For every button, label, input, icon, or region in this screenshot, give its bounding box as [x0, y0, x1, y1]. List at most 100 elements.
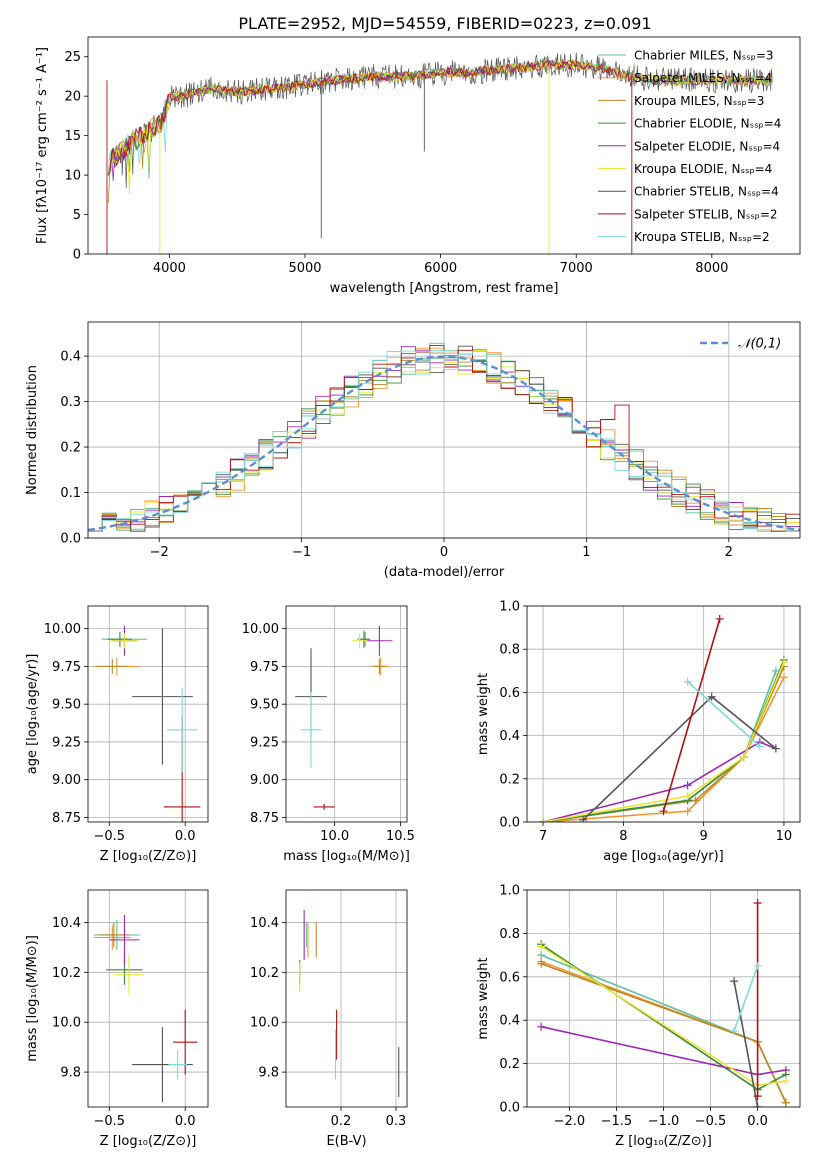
y-tick-label: 9.50: [52, 698, 81, 713]
legend-entry: Kroupa STELIB, Nₛₛₚ=2: [634, 230, 770, 244]
x-tick-label: 0.0: [175, 1114, 196, 1129]
y-tick-label: 10.0: [250, 1016, 279, 1031]
y-tick-label: 0.8: [499, 643, 520, 658]
y-tick-label: 10.2: [52, 966, 81, 981]
data-point: [537, 1022, 546, 1031]
data-point: [537, 959, 546, 968]
y-tick-label: 15: [64, 129, 81, 144]
y-tick-label: 9.75: [250, 660, 279, 675]
data-point: [771, 666, 780, 675]
y-tick-label: 0.0: [60, 532, 81, 547]
y-tick-label: 0.0: [499, 816, 520, 831]
data-point: [730, 1027, 739, 1036]
axes-frame: [285, 605, 408, 823]
y-tick-label: 10.0: [52, 1016, 81, 1031]
data-point: [691, 796, 700, 805]
x-tick-label: 9: [700, 829, 708, 844]
mass-vs-metallicity-panel: −0.5 0.0 9.8 10.0 10.2 10.4 Z [log₁₀(Z/Z⊙)] mas…: [25, 889, 209, 1149]
plot-area: [537, 899, 790, 1107]
y-tick-label: 9.25: [250, 735, 279, 750]
x-axis-label: age [log₁₀(age/yr)]: [603, 849, 724, 864]
data-point: [659, 807, 668, 816]
y-tick-label: 10.00: [242, 622, 279, 637]
x-tick-label: 10.5: [386, 829, 415, 844]
axes-frame: [285, 889, 408, 1108]
errorbar-point: [359, 631, 371, 647]
data-point: [739, 753, 748, 762]
data-point: [715, 614, 724, 623]
y-tick-label: 10.4: [250, 916, 279, 931]
axes-frame: [87, 321, 801, 539]
data-point: [755, 742, 764, 751]
y-axis-label: mass [log₁₀(M/M⊙)]: [25, 935, 40, 1062]
y-tick-label: 9.00: [250, 773, 279, 788]
x-tick-label: 10: [776, 829, 793, 844]
y-tick-label: 0.2: [499, 1057, 520, 1072]
series-line: [733, 965, 759, 1032]
y-tick-label: 0.4: [499, 729, 520, 744]
y-tick-label: 0.8: [499, 927, 520, 942]
x-axis-label: mass [log₁₀(M/M⊙)]: [283, 849, 410, 864]
data-point: [779, 658, 788, 667]
x-tick-label: −1.0: [648, 1114, 680, 1129]
x-tick-label: 0.2: [331, 1114, 352, 1129]
y-tick-label: 0.0: [499, 1101, 520, 1116]
y-axis-label: age [log₁₀(age/yr)]: [25, 654, 40, 775]
y-tick-label: 1.0: [499, 884, 520, 899]
axes-frame: [87, 36, 801, 255]
errorbar-point: [300, 692, 322, 768]
legend-entry: Salpeter MILES, Nₛₛₚ=4: [634, 71, 772, 85]
data-point: [781, 1076, 790, 1085]
series-line: [542, 741, 777, 822]
x-tick-label: −1.5: [601, 1114, 633, 1129]
x-tick-label: −0.5: [93, 1114, 125, 1129]
legend-entry: Chabrier ELODIE, Nₛₛₚ=4: [634, 117, 781, 131]
data-point: [537, 942, 546, 951]
x-axis-label: Z [log₁₀(Z/Z⊙)]: [100, 849, 197, 864]
y-tick-label: 9.8: [258, 1066, 279, 1081]
errorbar-point: [313, 803, 335, 810]
series-line: [542, 659, 785, 822]
y-axis-label: mass weight: [476, 957, 491, 1039]
x-tick-label: −0.5: [695, 1114, 727, 1129]
y-tick-label: 8.75: [52, 811, 81, 826]
y-tick-label: 0.3: [60, 395, 81, 410]
y-tick-label: 10: [64, 169, 81, 184]
data-point: [683, 781, 692, 790]
y-axis-label: Normed distribution: [25, 365, 40, 495]
y-tick-label: 10.2: [250, 966, 279, 981]
data-point: [707, 692, 716, 701]
y-tick-label: 0.1: [60, 486, 81, 501]
spectrum-line: [107, 59, 773, 181]
x-tick-label: 0.3: [386, 1114, 407, 1129]
x-axis-label: E(B-V): [326, 1134, 366, 1149]
y-tick-label: 0.2: [499, 772, 520, 787]
age-vs-mass-panel: 10.0 10.5 8.75 9.00 9.25 9.50 9.75 10.00 mass [l…: [242, 605, 415, 864]
legend-entry: Salpeter ELODIE, Nₛₛₚ=4: [634, 139, 780, 153]
legend-entry: Kroupa MILES, Nₛₛₚ=3: [634, 94, 764, 108]
data-point: [781, 1098, 790, 1107]
x-tick-label: −1: [292, 545, 311, 560]
data-point: [683, 792, 692, 801]
errorbar-point: [166, 687, 198, 773]
mass-vs-ebv-panel: 0.2 0.3 9.8 10.0 10.2 10.4 E(B-V): [250, 889, 408, 1149]
x-tick-label: 0: [440, 545, 448, 560]
series-line: [662, 618, 721, 812]
errorbar-point: [173, 1009, 198, 1075]
series-line: [543, 676, 785, 822]
series-line: [687, 681, 761, 747]
y-tick-label: 0.2: [60, 441, 81, 456]
plot-area: [94, 914, 198, 1103]
x-tick-label: 2: [725, 545, 733, 560]
spectrum-panel: 4000 5000 6000 7000 8000 0 5 10 15 20 25 wavelength…: [35, 36, 801, 296]
x-tick-label: 5000: [288, 261, 321, 276]
errorbar-point: [366, 625, 393, 656]
y-tick-label: 0.4: [499, 1014, 520, 1029]
data-point: [753, 1103, 762, 1107]
x-tick-label: 0.0: [175, 829, 196, 844]
errorbar-point: [168, 1049, 187, 1080]
x-tick-label: 8: [619, 829, 627, 844]
x-tick-label: 6000: [424, 261, 457, 276]
x-tick-label: −0.5: [93, 829, 125, 844]
residuals-panel: −2 −1 0 1 2 0.0 0.1 0.2 0.3 0.4 (data-model)/error…: [25, 321, 801, 580]
